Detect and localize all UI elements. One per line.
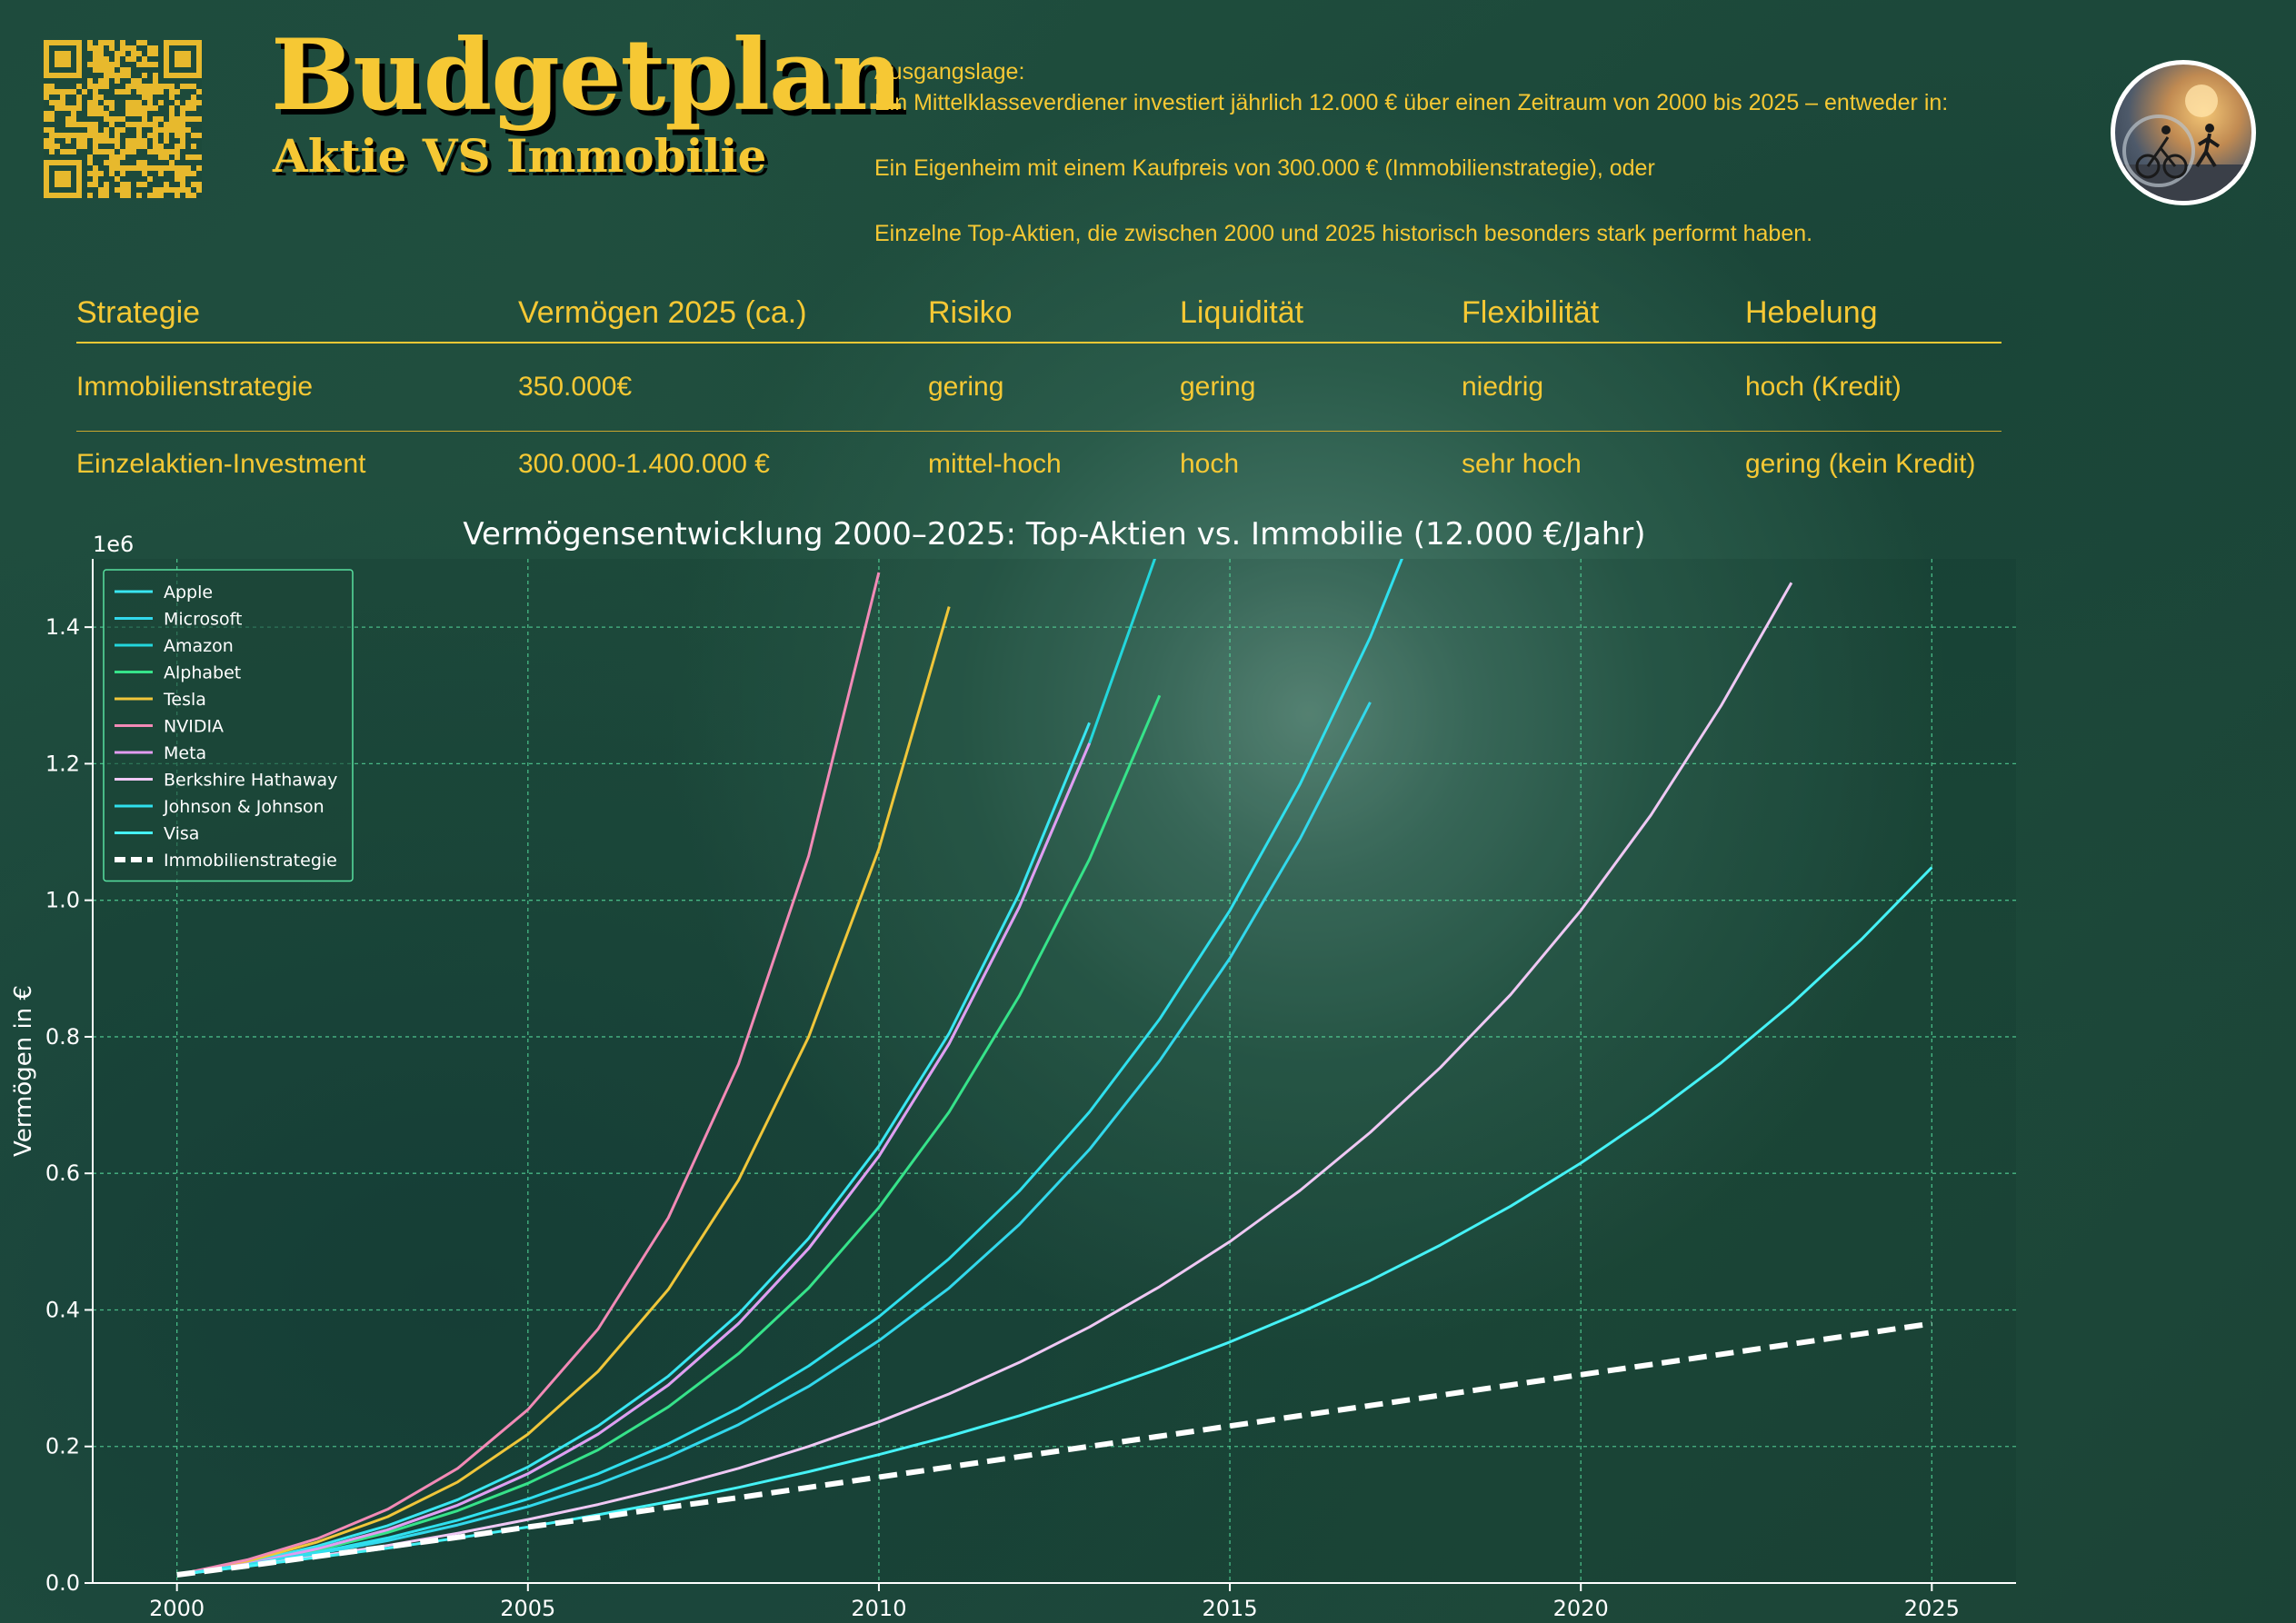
qr-code[interactable] xyxy=(44,40,202,198)
header-vermoegen: Vermögen 2025 (ca.) xyxy=(518,294,807,330)
y-tick-label: 0.8 xyxy=(45,1024,80,1050)
header-strategie: Strategie xyxy=(76,294,201,330)
cyclist-runner-illustration xyxy=(2115,85,2251,201)
cell-vermoegen: 350.000€ xyxy=(518,372,633,402)
cell-strategie: Immobilienstrategie xyxy=(76,372,314,402)
plot-area xyxy=(93,559,2016,1583)
legend-label: Microsoft xyxy=(164,610,242,630)
series-line-0 xyxy=(176,722,1091,1577)
x-tick-label: 2015 xyxy=(1203,1596,1258,1621)
header-liquiditaet: Liquidität xyxy=(1180,294,1304,330)
series-line-9 xyxy=(176,866,1933,1577)
legend-label: Visa xyxy=(164,824,199,844)
cell-liquiditaet: gering xyxy=(1180,372,1256,402)
series-line-1 xyxy=(176,702,1372,1577)
cell-risiko: mittel-hoch xyxy=(928,449,1062,479)
page-title: Budgetplan xyxy=(271,18,903,133)
table-row: Immobilienstrategie 350.000€ gering geri… xyxy=(76,344,2002,432)
series-line-7 xyxy=(176,582,1793,1577)
intro-line-2: Ein Eigenheim mit einem Kaufpreis von 30… xyxy=(874,155,1655,181)
cell-hebelung: gering (kein Kredit) xyxy=(1745,449,1976,479)
y-offset-label: 1e6 xyxy=(93,532,134,557)
cell-strategie: Einzelaktien-Investment xyxy=(76,449,366,479)
x-tick-label: 2010 xyxy=(851,1596,906,1621)
series-line-4 xyxy=(176,606,951,1577)
table-row: Einzelaktien-Investment 300.000-1.400.00… xyxy=(76,432,2002,497)
intro-text: Ausgangslage: Ein Mittelklasseverdiener … xyxy=(874,56,1948,249)
y-tick-label: 1.4 xyxy=(45,614,80,640)
legend-label: Alphabet xyxy=(164,663,241,683)
intro-line-3: Einzelne Top-Aktien, die zwischen 2000 u… xyxy=(874,221,1813,246)
series-line-8 xyxy=(176,559,1403,1577)
series-line-6 xyxy=(176,742,1091,1577)
series-line-10 xyxy=(176,1320,1932,1578)
legend-label: Johnson & Johnson xyxy=(163,797,324,817)
legend-label: Immobilienstrategie xyxy=(164,851,337,871)
wealth-line-chart: 2000 2005 2010 2015 2020 2025 0.0 0.2 0.4 0.6 0.8 1… xyxy=(10,516,2016,1621)
header-risiko: Risiko xyxy=(928,294,1013,330)
x-tick-label: 2025 xyxy=(1904,1596,1960,1621)
x-tick-label: 2005 xyxy=(500,1596,555,1621)
avatar xyxy=(2111,60,2256,205)
legend: Apple Microsoft Amazon Alphabet Tesla NVIDIA M… xyxy=(103,569,354,882)
cell-risiko: gering xyxy=(928,372,1004,402)
cell-flexibilitaet: sehr hoch xyxy=(1462,449,1582,479)
intro-heading: Ausgangslage: xyxy=(874,59,1025,85)
y-tick-label: 1.2 xyxy=(45,751,80,776)
legend-label: Meta xyxy=(164,743,206,763)
legend-label: NVIDIA xyxy=(164,717,224,737)
series-line-3 xyxy=(176,694,1162,1577)
y-tick-label: 1.0 xyxy=(45,888,80,913)
series-line-5 xyxy=(176,572,881,1577)
chart-title: Vermögensentwicklung 2000–2025: Top-Akti… xyxy=(463,516,1645,553)
y-axis-label: Vermögen in € xyxy=(10,985,37,1157)
legend-label: Tesla xyxy=(163,690,206,710)
y-tick-label: 0.2 xyxy=(45,1434,80,1459)
y-tick-label: 0.6 xyxy=(45,1160,80,1186)
summary-table: Strategie Vermögen 2025 (ca.) Risiko Liq… xyxy=(76,284,2002,497)
page-subtitle: Aktie VS Immobilie xyxy=(273,129,767,183)
intro-line-1: Ein Mittelklasseverdiener investiert jäh… xyxy=(874,90,1949,115)
cell-liquiditaet: hoch xyxy=(1180,449,1240,479)
summary-table-header: Strategie Vermögen 2025 (ca.) Risiko Liq… xyxy=(76,284,2002,344)
cell-vermoegen: 300.000-1.400.000 € xyxy=(518,449,770,479)
legend-label: Berkshire Hathaway xyxy=(164,771,337,791)
header-flexibilitaet: Flexibilität xyxy=(1462,294,1600,330)
cell-flexibilitaet: niedrig xyxy=(1462,372,1544,402)
y-tick-label: 0.0 xyxy=(45,1570,80,1596)
x-tick-label: 2020 xyxy=(1553,1596,1609,1621)
legend-label: Amazon xyxy=(164,636,234,656)
header-hebelung: Hebelung xyxy=(1745,294,1878,330)
series-lines xyxy=(176,559,1933,1578)
cell-hebelung: hoch (Kredit) xyxy=(1745,372,1902,402)
y-tick-label: 0.4 xyxy=(45,1297,80,1322)
x-tick-label: 2000 xyxy=(149,1596,205,1621)
legend-label: Apple xyxy=(164,582,213,602)
legend-box xyxy=(103,569,354,882)
